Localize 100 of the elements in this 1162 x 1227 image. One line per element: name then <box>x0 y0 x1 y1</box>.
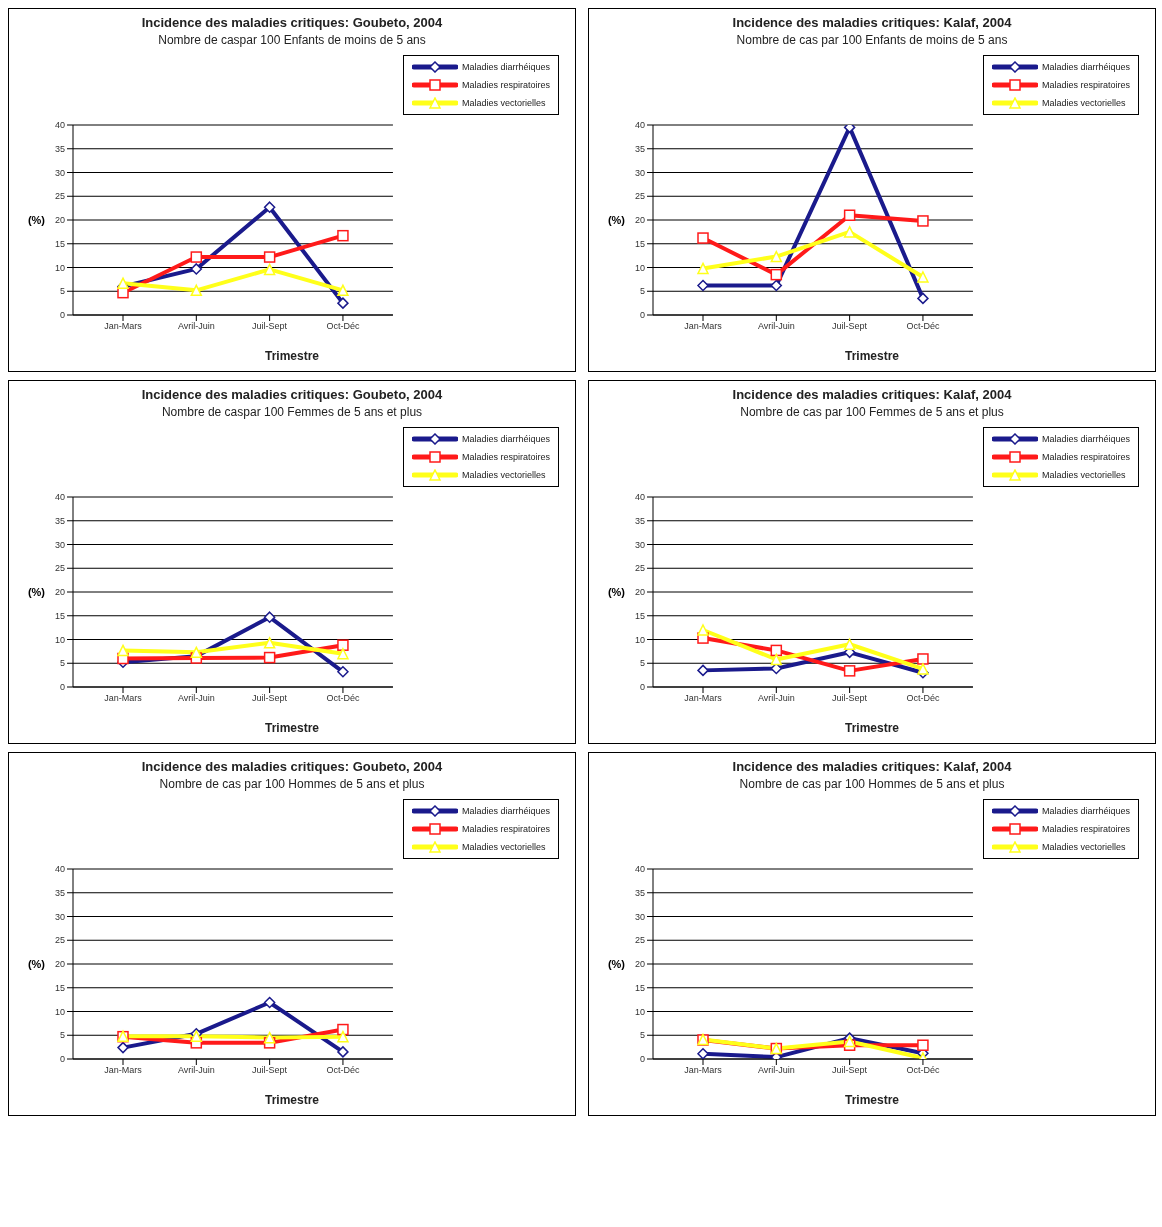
y-tick-label: 15 <box>54 610 65 621</box>
y-tick-label: 35 <box>634 515 645 526</box>
legend-label: Maladies diarrhéiques <box>461 433 550 446</box>
x-tick-label: Avril-Juin <box>757 1065 795 1076</box>
legend-label: Maladies vectorielles <box>1041 97 1126 110</box>
y-tick-label: 10 <box>54 1006 65 1017</box>
y-tick-label: 10 <box>54 262 65 273</box>
x-tick-label: Jan-Mars <box>104 693 143 704</box>
legend-label: Maladies diarrhéiques <box>1041 61 1130 74</box>
y-tick-label: 10 <box>634 634 645 645</box>
x-tick-label: Avril-Juin <box>177 693 215 704</box>
y-tick-label: 15 <box>634 610 645 621</box>
x-tick-label: Juil-Sept <box>252 1065 288 1076</box>
legend-label: Maladies vectorielles <box>1041 469 1126 482</box>
legend-label: Maladies respiratoires <box>1041 451 1130 464</box>
x-tick-label: Oct-Déc <box>906 1065 940 1076</box>
y-tick-label: 0 <box>639 310 645 321</box>
y-tick-label: 10 <box>54 634 65 645</box>
y-tick-label: 40 <box>634 492 645 503</box>
legend-label: Maladies respiratoires <box>461 451 550 464</box>
x-tick-label: Jan-Mars <box>104 1065 143 1076</box>
y-tick-label: 0 <box>59 682 65 693</box>
y-tick-label: 35 <box>634 887 645 898</box>
legend-label: Maladies vectorielles <box>461 469 546 482</box>
y-tick-label: 25 <box>54 563 65 574</box>
chart-subtitle: Nombre de cas par 100 Enfants de moins de 5 ans <box>735 33 1009 47</box>
legend-label: Maladies vectorielles <box>461 97 546 110</box>
x-axis-title: Trimestre <box>264 1093 320 1107</box>
y-tick-label: 20 <box>54 959 65 970</box>
y-axis-title: (%) <box>606 958 625 970</box>
y-tick-label: 15 <box>54 238 65 249</box>
y-tick-label: 10 <box>634 262 645 273</box>
legend-label: Maladies diarrhéiques <box>461 61 550 74</box>
y-tick-label: 30 <box>54 167 65 178</box>
x-axis-title: Trimestre <box>264 721 320 735</box>
x-tick-label: Oct-Déc <box>326 321 360 332</box>
chart-title: Incidence des maladies critiques: Goubeto, 2004 <box>140 759 444 774</box>
y-tick-label: 40 <box>634 120 645 131</box>
x-tick-label: Juil-Sept <box>252 321 288 332</box>
y-tick-label: 35 <box>54 515 65 526</box>
x-tick-label: Juil-Sept <box>832 1065 868 1076</box>
y-tick-label: 30 <box>54 911 65 922</box>
legend-label: Maladies vectorielles <box>461 841 546 854</box>
chart-title: Incidence des maladies critiques: Goubeto, 2004 <box>140 387 444 402</box>
legend-label: Maladies diarrhéiques <box>1041 433 1130 446</box>
legend-label: Maladies respiratoires <box>1041 79 1130 92</box>
y-tick-label: 20 <box>54 215 65 226</box>
x-tick-label: Oct-Déc <box>906 321 940 332</box>
y-tick-label: 35 <box>54 143 65 154</box>
y-axis-title: (%) <box>26 586 45 598</box>
y-tick-label: 40 <box>54 864 65 875</box>
chart-subtitle: Nombre de caspar 100 Enfants de moins de 5 ans <box>157 33 427 47</box>
y-tick-label: 25 <box>634 935 645 946</box>
y-tick-label: 20 <box>634 215 645 226</box>
chart-subtitle: Nombre de caspar 100 Femmes de 5 ans et plus <box>160 405 424 419</box>
y-tick-label: 20 <box>634 959 645 970</box>
y-tick-label: 25 <box>634 563 645 574</box>
y-tick-label: 0 <box>59 1054 65 1065</box>
x-tick-label: Oct-Déc <box>906 693 940 704</box>
y-axis-title: (%) <box>606 214 625 226</box>
y-tick-label: 30 <box>54 539 65 550</box>
y-tick-label: 30 <box>634 539 645 550</box>
x-axis-title: Trimestre <box>844 721 900 735</box>
x-axis-title: Trimestre <box>844 1093 900 1107</box>
x-tick-label: Juil-Sept <box>832 321 868 332</box>
x-tick-label: Jan-Mars <box>684 1065 723 1076</box>
x-tick-label: Avril-Juin <box>177 321 215 332</box>
y-tick-label: 15 <box>634 982 645 993</box>
chart-subtitle: Nombre de cas par 100 Hommes de 5 ans et plus <box>158 777 426 791</box>
y-tick-label: 15 <box>54 982 65 993</box>
legend-label: Maladies diarrhéiques <box>461 805 550 818</box>
x-tick-label: Jan-Mars <box>684 321 723 332</box>
y-tick-label: 20 <box>634 587 645 598</box>
x-axis-title: Trimestre <box>264 349 320 363</box>
y-tick-label: 5 <box>639 1030 645 1041</box>
chart-title: Incidence des maladies critiques: Goubeto, 2004 <box>140 15 444 30</box>
y-tick-label: 25 <box>634 191 645 202</box>
x-tick-label: Oct-Déc <box>326 693 360 704</box>
y-tick-label: 40 <box>634 864 645 875</box>
y-axis-title: (%) <box>606 586 625 598</box>
y-tick-label: 25 <box>54 191 65 202</box>
y-tick-label: 20 <box>54 587 65 598</box>
y-tick-label: 30 <box>634 911 645 922</box>
legend-label: Maladies respiratoires <box>461 79 550 92</box>
x-tick-label: Jan-Mars <box>684 693 723 704</box>
y-tick-label: 5 <box>59 1030 65 1041</box>
legend-label: Maladies vectorielles <box>1041 841 1126 854</box>
x-tick-label: Jan-Mars <box>104 321 143 332</box>
chart-subtitle: Nombre de cas par 100 Femmes de 5 ans et plus <box>739 405 1005 419</box>
y-tick-label: 5 <box>59 286 65 297</box>
y-axis-title: (%) <box>26 214 45 226</box>
y-tick-label: 35 <box>634 143 645 154</box>
x-tick-label: Avril-Juin <box>177 1065 215 1076</box>
y-axis-title: (%) <box>26 958 45 970</box>
y-tick-label: 30 <box>634 167 645 178</box>
x-tick-label: Avril-Juin <box>757 693 795 704</box>
y-tick-label: 15 <box>634 238 645 249</box>
chart-title: Incidence des maladies critiques: Kalaf, 2004 <box>731 387 1013 402</box>
chart-title: Incidence des maladies critiques: Kalaf, 2004 <box>731 15 1013 30</box>
y-tick-label: 25 <box>54 935 65 946</box>
